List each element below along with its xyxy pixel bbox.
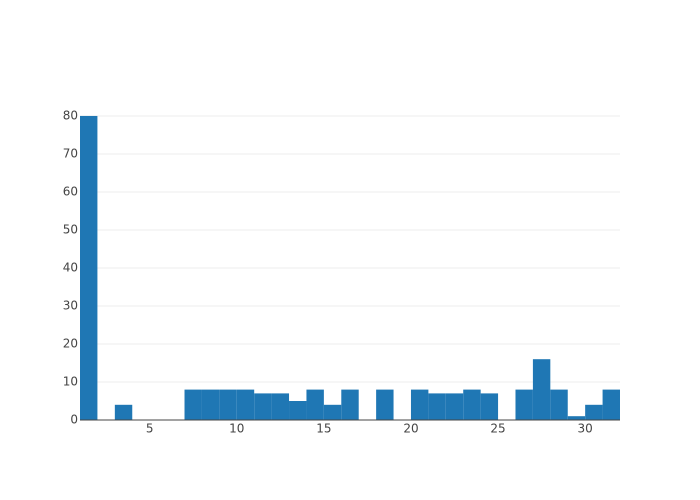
bar: [341, 389, 359, 420]
y-tick-label: 30: [63, 298, 78, 312]
bar: [219, 389, 237, 420]
y-tick-label: 20: [63, 336, 78, 350]
x-tick-label: 25: [490, 422, 505, 436]
bar: [532, 359, 551, 420]
bar: [567, 416, 586, 420]
y-tick-label: 40: [63, 260, 78, 274]
bar: [80, 115, 98, 420]
bar: [201, 389, 220, 420]
bar: [445, 393, 464, 420]
x-tick-label: 15: [316, 422, 331, 436]
x-tick-label: 5: [146, 422, 154, 436]
bar: [306, 389, 324, 420]
bar: [550, 389, 568, 420]
bar: [515, 389, 533, 420]
y-tick-label: 50: [63, 222, 78, 236]
bar: [428, 393, 446, 420]
x-tick-label: 30: [578, 422, 593, 436]
bar: [236, 389, 255, 420]
x-tick-label: 20: [403, 422, 418, 436]
bar: [463, 389, 481, 420]
y-tick-label: 10: [63, 374, 78, 388]
bar: [289, 400, 307, 420]
bar: [323, 404, 342, 420]
bar: [271, 393, 290, 420]
y-tick-label: 80: [63, 108, 78, 122]
bar: [254, 393, 272, 420]
y-tick-label: 60: [63, 184, 78, 198]
bar: [376, 389, 394, 420]
y-tick-label: 0: [70, 413, 78, 427]
bar: [410, 389, 429, 420]
bar: [184, 389, 202, 420]
bar: [480, 393, 499, 420]
bar: [585, 404, 603, 420]
bar: [114, 404, 133, 420]
x-tick-label: 10: [229, 422, 244, 436]
bar: [602, 389, 620, 420]
y-tick-label: 70: [63, 146, 78, 160]
